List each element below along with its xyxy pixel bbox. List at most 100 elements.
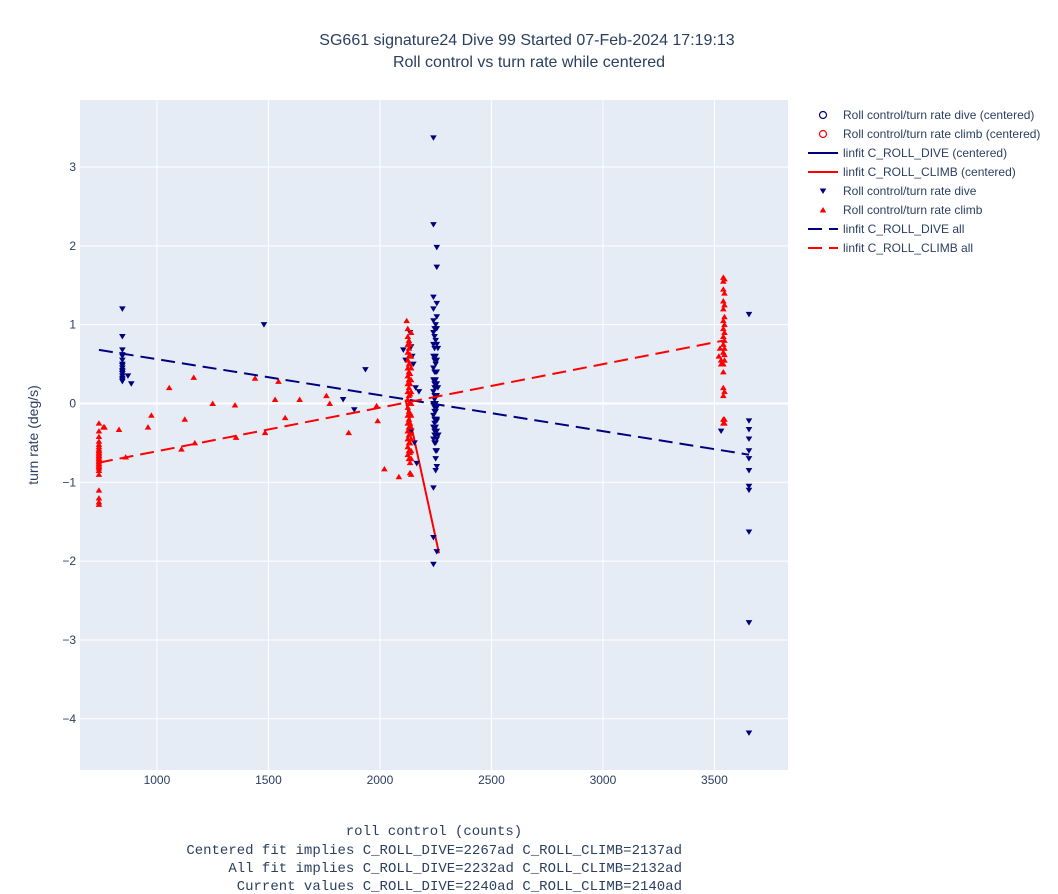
data-point-dive [430,534,437,541]
data-point-dive [432,440,439,446]
series-5 [98,339,725,464]
x-tick-label: 2000 [367,773,394,787]
legend-item[interactable]: linfit C_ROLL_CLIMB (centered) [808,165,1016,179]
data-point-climb [721,388,728,395]
data-point-dive [410,361,417,368]
data-point-dive [119,306,126,312]
legend-item[interactable]: Roll control/turn rate dive (centered) [818,108,1035,122]
data-point-dive [430,485,437,491]
data-point-dive [119,353,126,360]
data-point-climb [261,429,269,436]
data-point-dive [432,424,439,431]
data-point-dive [127,381,135,387]
data-point-dive [432,322,439,328]
data-point-climb [720,317,727,324]
series-line [98,348,750,456]
legend-item[interactable]: Roll control/turn rate dive [819,184,977,198]
data-point-climb [281,414,289,421]
data-point-dive [745,311,753,318]
footer-line-current-values: Current values C_ROLL_DIVE=2240ad C_ROLL… [237,879,682,894]
data-point-dive [430,389,437,395]
data-point-climb [95,471,103,477]
data-point-dive [745,730,753,736]
data-point-climb [395,473,403,480]
data-point-climb [275,378,282,384]
tick-labels: 1000 1500 2000 2500 3000 3500 −4 −3 −2 −1 0 1 2 3 [62,160,728,787]
y-tick-label: 0 [69,396,76,410]
data-point-climb [95,467,103,473]
data-point-climb [721,329,728,336]
footer-line-centered-fit: Centered fit implies C_ROLL_DIVE=2267ad … [186,843,682,859]
data-point-dive [339,397,347,403]
x-tick-label: 1000 [144,773,171,787]
data-point-climb [381,465,388,472]
data-point-climb [406,459,414,466]
data-point-climb [407,471,415,477]
data-point-climb [296,396,303,403]
data-point-climb [720,341,727,347]
data-point-dive [432,377,439,383]
data-point-climb [720,368,727,375]
data-point-dive [431,397,438,403]
data-point-dive [745,427,753,433]
legend-label: Roll control/turn rate climb (centered) [843,127,1040,141]
data-point-dive [119,357,126,364]
data-point-dive [745,620,753,626]
data-point-climb [407,400,415,406]
data-point-dive [433,357,441,364]
data-point-climb [404,357,412,363]
data-point-climb [95,433,103,440]
data-point-climb [405,384,413,391]
footer-line-all-fit: All fit implies C_ROLL_DIVE=2232ad C_ROL… [228,861,682,877]
data-point-climb [406,430,414,436]
legend-label: linfit C_ROLL_DIVE all [843,222,964,236]
data-point-climb [406,361,414,367]
y-tick-label: −1 [62,475,76,489]
data-point-dive [745,529,753,535]
legend-item[interactable]: linfit C_ROLL_CLIMB all [808,241,973,255]
legend-item[interactable]: Roll control/turn rate climb [819,203,983,217]
data-point-climb [101,424,108,430]
data-point-climb [407,447,415,454]
data-point-climb [374,417,381,424]
data-point-dive [433,341,441,348]
data-point-dive [433,464,441,470]
legend-label: Roll control/turn rate dive [843,184,977,198]
y-tick-label: −3 [62,633,76,647]
legend-item[interactable]: linfit C_ROLL_DIVE (centered) [808,146,1007,160]
data-point-dive [124,373,132,379]
data-point-dive [430,412,437,419]
data-point-dive [434,345,442,352]
legend-triangle-down-marker [819,188,827,194]
data-point-climb [406,420,414,426]
data-point-dive [433,300,441,307]
data-point-dive [433,381,441,387]
legend[interactable]: Roll control/turn rate dive (centered) Ro… [808,108,1040,255]
x-tick-label: 2500 [478,773,505,787]
data-point-dive [745,448,753,454]
data-point-climb [406,380,414,387]
data-point-dive [745,418,753,424]
data-point-climb [407,455,415,462]
data-point-climb [721,275,728,282]
data-point-climb [406,439,414,446]
data-point-dive [412,385,419,391]
plot-marks [95,135,753,736]
data-point-dive [433,314,441,320]
legend-circle-marker [818,110,828,120]
legend-label: Roll control/turn rate climb [843,203,983,217]
data-point-dive [430,294,437,301]
x-axis-title: roll control (counts) [346,824,522,840]
data-point-dive [431,333,438,340]
legend-item[interactable]: Roll control/turn rate climb (centered) [818,127,1041,141]
data-point-climb [144,424,152,430]
data-point-dive [433,448,441,454]
data-point-climb [407,353,415,359]
data-point-dive [432,467,439,474]
data-point-climb [404,325,412,332]
legend-label: linfit C_ROLL_CLIMB all [843,241,973,255]
data-point-climb [95,487,103,493]
data-point-dive [745,436,753,442]
data-point-climb [721,290,728,296]
legend-item[interactable]: linfit C_ROLL_DIVE all [808,222,964,236]
